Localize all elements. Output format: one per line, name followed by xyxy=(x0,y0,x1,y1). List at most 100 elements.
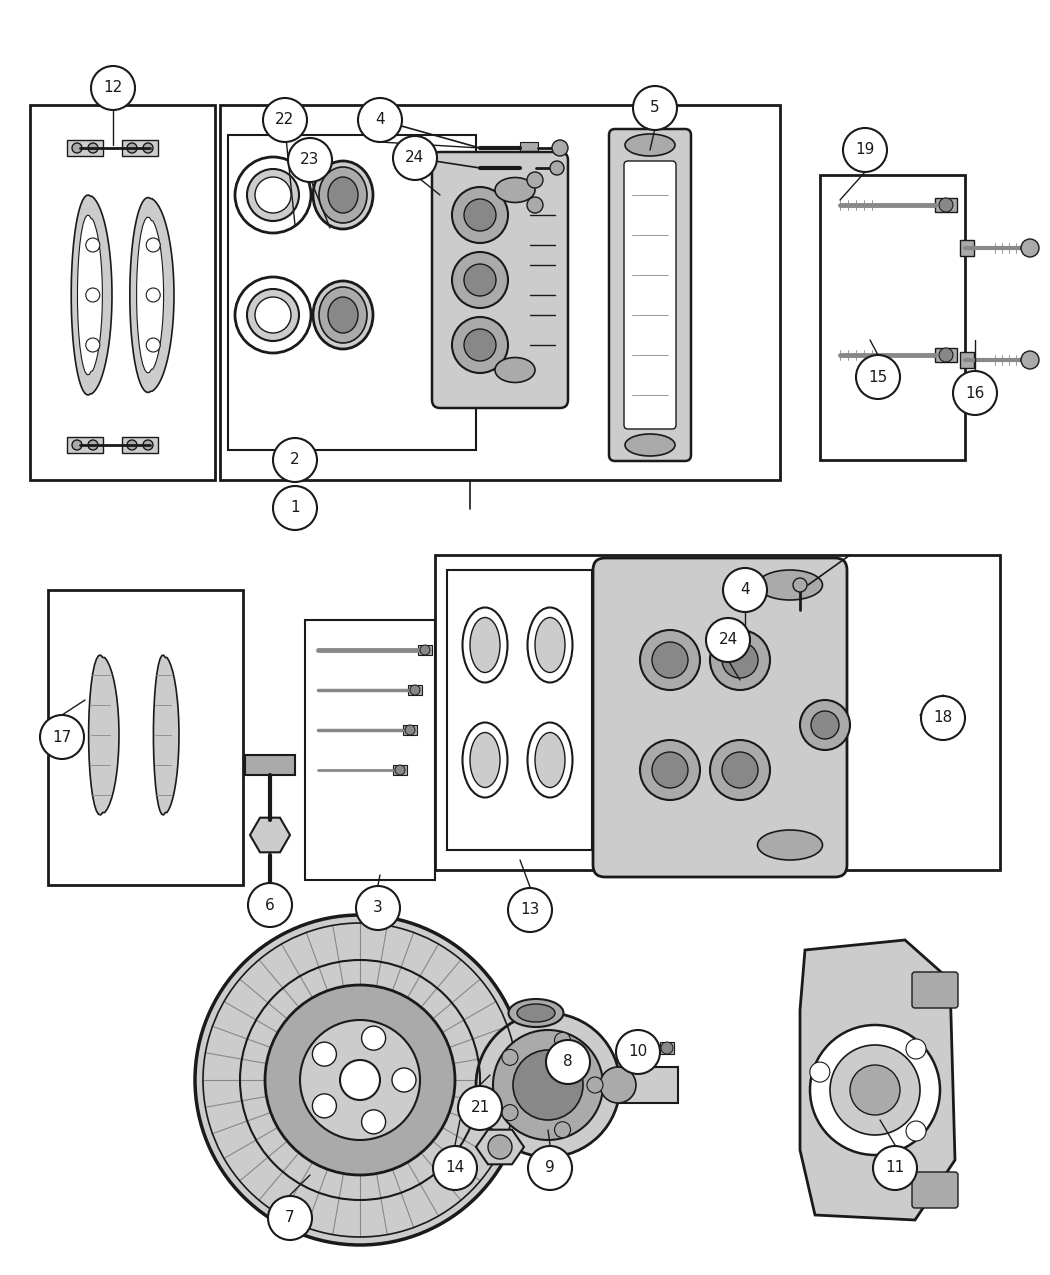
Circle shape xyxy=(953,371,997,414)
Circle shape xyxy=(127,143,136,153)
Bar xyxy=(304,620,435,880)
Circle shape xyxy=(502,1049,518,1066)
Circle shape xyxy=(72,143,82,153)
Circle shape xyxy=(392,1068,416,1091)
Circle shape xyxy=(921,696,965,740)
Circle shape xyxy=(464,329,496,361)
FancyBboxPatch shape xyxy=(609,129,691,462)
Text: 14: 14 xyxy=(445,1160,464,1176)
Circle shape xyxy=(195,915,525,1244)
Circle shape xyxy=(710,630,770,690)
Text: 17: 17 xyxy=(52,729,71,745)
Circle shape xyxy=(527,172,543,187)
Circle shape xyxy=(247,170,299,221)
Ellipse shape xyxy=(625,134,675,156)
Circle shape xyxy=(255,297,291,333)
Circle shape xyxy=(143,143,153,153)
Ellipse shape xyxy=(313,280,373,349)
Bar xyxy=(660,1042,674,1054)
Circle shape xyxy=(616,1030,660,1074)
Circle shape xyxy=(494,1030,603,1140)
Circle shape xyxy=(91,66,135,110)
Text: 11: 11 xyxy=(885,1160,905,1176)
Ellipse shape xyxy=(470,733,500,788)
Circle shape xyxy=(476,1014,620,1156)
Circle shape xyxy=(40,715,84,759)
Circle shape xyxy=(464,199,496,231)
Circle shape xyxy=(1021,238,1040,258)
Circle shape xyxy=(86,288,100,302)
Text: 23: 23 xyxy=(300,153,319,167)
Ellipse shape xyxy=(462,723,507,797)
Circle shape xyxy=(358,98,402,142)
Bar xyxy=(67,140,103,156)
Circle shape xyxy=(146,238,161,252)
Bar xyxy=(520,162,536,173)
Text: 18: 18 xyxy=(933,710,952,725)
FancyBboxPatch shape xyxy=(612,586,636,848)
Ellipse shape xyxy=(462,607,507,682)
Circle shape xyxy=(146,338,161,352)
Circle shape xyxy=(313,1094,336,1118)
Circle shape xyxy=(723,567,766,612)
Bar xyxy=(122,437,158,453)
Circle shape xyxy=(452,252,508,309)
Circle shape xyxy=(248,884,292,927)
Circle shape xyxy=(268,1196,312,1241)
Bar xyxy=(934,348,957,362)
Circle shape xyxy=(550,161,564,175)
Circle shape xyxy=(513,1051,583,1119)
Text: 8: 8 xyxy=(563,1054,573,1070)
Circle shape xyxy=(235,157,311,233)
Circle shape xyxy=(146,288,161,302)
Bar xyxy=(435,555,1000,870)
Circle shape xyxy=(458,1086,502,1130)
Circle shape xyxy=(793,578,807,592)
Bar xyxy=(393,765,407,775)
Bar xyxy=(228,135,476,450)
Text: 24: 24 xyxy=(405,150,424,166)
Text: 7: 7 xyxy=(286,1210,295,1225)
Bar xyxy=(245,755,295,775)
Circle shape xyxy=(340,1060,380,1100)
Circle shape xyxy=(706,618,750,662)
Circle shape xyxy=(640,630,700,690)
Ellipse shape xyxy=(470,617,500,672)
Text: 3: 3 xyxy=(373,900,383,915)
Bar xyxy=(520,142,538,154)
Circle shape xyxy=(255,177,291,213)
Circle shape xyxy=(235,277,311,353)
Polygon shape xyxy=(130,198,174,393)
Polygon shape xyxy=(153,655,178,815)
Text: 16: 16 xyxy=(965,385,985,400)
Ellipse shape xyxy=(757,570,822,601)
Circle shape xyxy=(546,1040,590,1084)
Text: 21: 21 xyxy=(470,1100,489,1116)
Bar xyxy=(447,570,592,850)
Text: 9: 9 xyxy=(545,1160,554,1176)
Polygon shape xyxy=(71,195,112,395)
Circle shape xyxy=(288,138,332,182)
Circle shape xyxy=(633,85,677,130)
Bar xyxy=(960,352,974,368)
Circle shape xyxy=(143,440,153,450)
Text: 4: 4 xyxy=(375,112,384,128)
Circle shape xyxy=(652,643,688,678)
Circle shape xyxy=(810,1025,940,1155)
Circle shape xyxy=(72,440,82,450)
Bar xyxy=(934,198,957,212)
FancyBboxPatch shape xyxy=(593,558,847,877)
Circle shape xyxy=(939,348,953,362)
Circle shape xyxy=(247,289,299,340)
FancyBboxPatch shape xyxy=(597,586,621,848)
Polygon shape xyxy=(78,215,102,375)
Ellipse shape xyxy=(328,297,358,333)
Ellipse shape xyxy=(495,357,536,382)
Ellipse shape xyxy=(757,830,822,861)
Bar xyxy=(960,240,974,256)
Circle shape xyxy=(528,1146,572,1190)
Circle shape xyxy=(361,1026,385,1051)
Text: 2: 2 xyxy=(290,453,300,468)
Ellipse shape xyxy=(517,1003,555,1023)
Circle shape xyxy=(313,1042,336,1066)
